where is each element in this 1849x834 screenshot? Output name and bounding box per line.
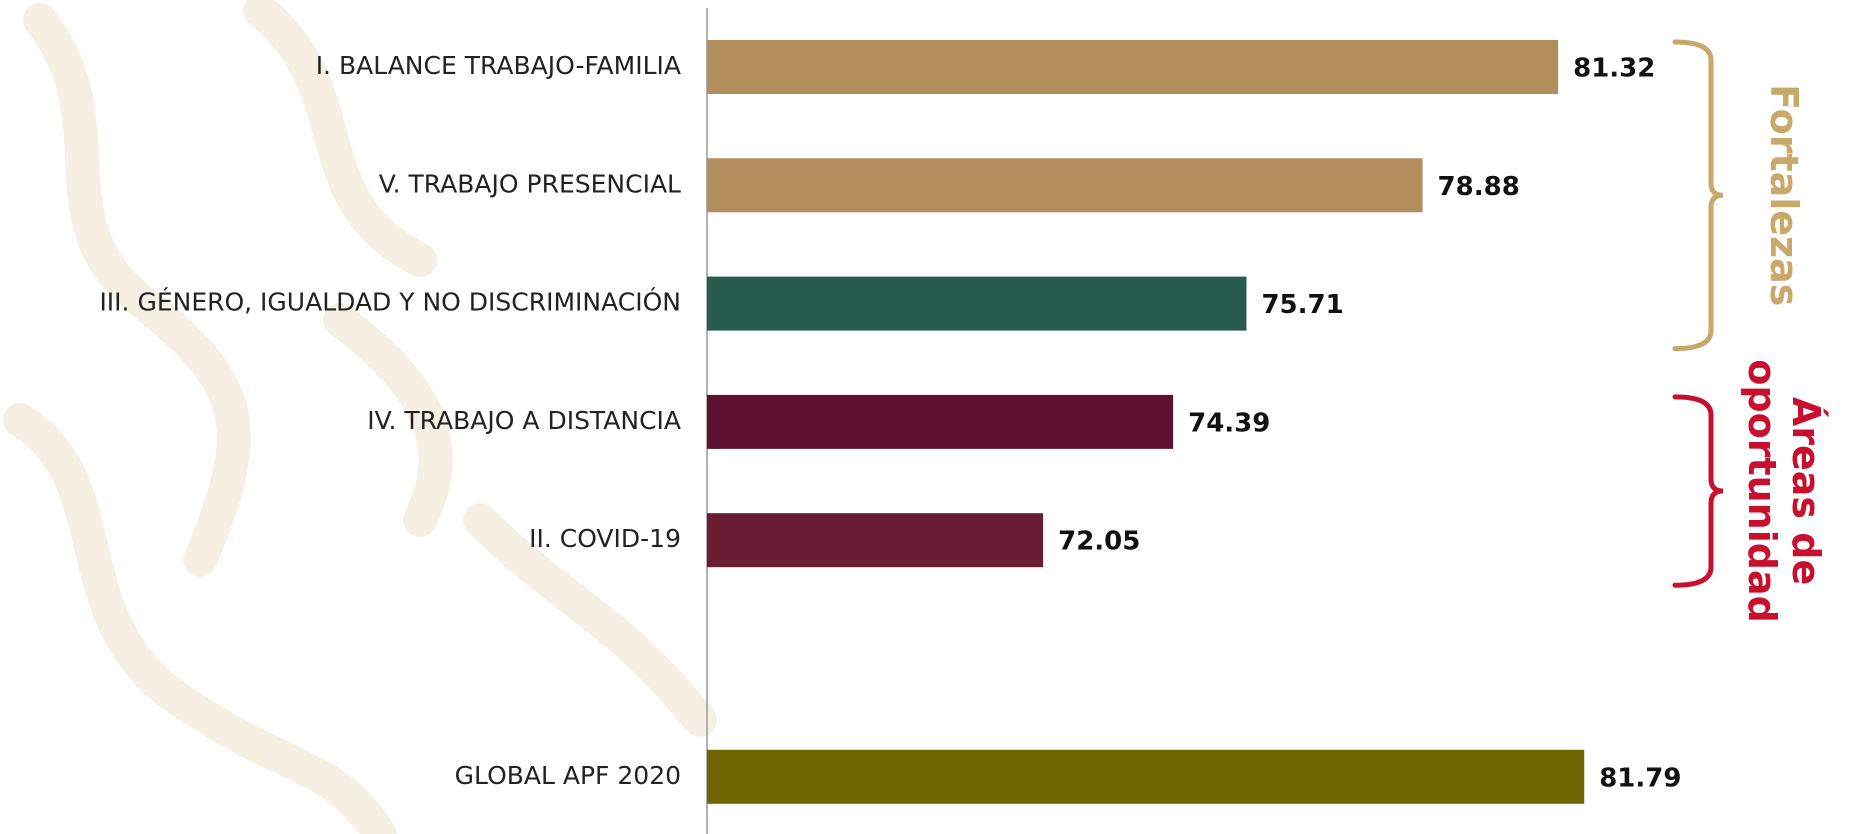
value-label: 81.79 xyxy=(1599,763,1681,793)
bar xyxy=(707,513,1044,568)
background-pattern xyxy=(3,0,717,834)
bar xyxy=(707,276,1247,331)
bar xyxy=(707,40,1559,94)
annotation-line: Fortalezas xyxy=(1763,84,1807,306)
category-label: IV. TRABAJO A DISTANCIA xyxy=(367,406,681,435)
bracket xyxy=(1672,394,1724,588)
annotation-line: oportunidad xyxy=(1741,359,1785,623)
bar xyxy=(707,749,1585,804)
value-label: 72.05 xyxy=(1058,527,1140,557)
value-label: 75.71 xyxy=(1261,290,1343,320)
pattern-stroke xyxy=(3,403,397,834)
pattern-stroke xyxy=(243,0,437,277)
category-label: V. TRABAJO PRESENCIAL xyxy=(379,169,681,198)
value-label: 74.39 xyxy=(1188,408,1270,438)
category-label: II. COVID-19 xyxy=(529,524,681,553)
bar xyxy=(707,394,1174,449)
annotation: Áreas deoportunidad xyxy=(1741,359,1829,623)
value-label: 78.88 xyxy=(1438,172,1520,202)
bar xyxy=(707,158,1423,213)
category-label: III. GÉNERO, IGUALDAD Y NO DISCRIMINACIÓ… xyxy=(99,287,681,317)
annotation-line: Áreas de xyxy=(1785,397,1829,585)
value-label: 81.32 xyxy=(1573,54,1655,84)
pattern-stroke xyxy=(463,503,717,737)
bracket xyxy=(1672,39,1724,352)
category-label: GLOBAL APF 2020 xyxy=(455,761,681,790)
pattern-stroke xyxy=(23,3,251,577)
pattern-stroke xyxy=(323,303,453,537)
annotation: Fortalezas xyxy=(1763,84,1807,306)
category-label: I. BALANCE TRABAJO-FAMILIA xyxy=(316,51,681,80)
